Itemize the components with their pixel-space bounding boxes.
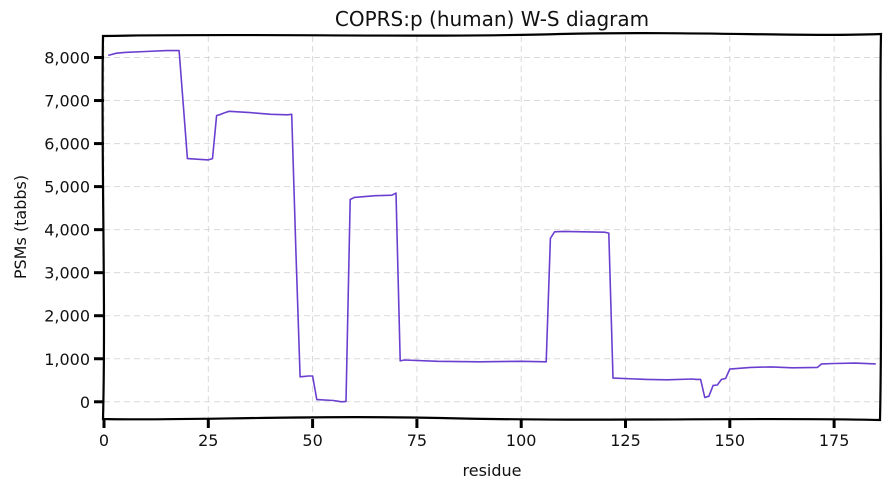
x-tick-label: 175 [819,431,850,450]
y-tick-label: 1,000 [44,350,90,369]
y-axis-label: PSMs (tabbs) [11,175,30,279]
y-tick-label: 3,000 [44,264,90,283]
y-tick-label: 5,000 [44,178,90,197]
x-tick-label: 100 [506,431,537,450]
y-tick-label: 8,000 [44,49,90,68]
y-tick-label: 2,000 [44,307,90,326]
x-tick-label: 75 [407,431,427,450]
grid [103,36,880,419]
plot-area [107,49,876,403]
x-tick-label: 125 [610,431,641,450]
y-tick-label: 0 [80,393,90,412]
x-axis-label: residue [463,461,522,480]
y-axis: 0 1,000 2,000 3,000 4,000 5,000 6,000 7,000 8,00… [44,49,104,412]
series-line [107,49,876,403]
y-tick-label: 6,000 [44,135,90,154]
x-tick-label: 150 [715,431,746,450]
y-tick-label: 4,000 [44,221,90,240]
x-axis: 0 25 50 75 100 125 150 175 [99,419,849,450]
x-tick-label: 25 [198,431,218,450]
y-tick-label: 7,000 [44,92,90,111]
x-tick-label: 0 [99,431,109,450]
chart-title: COPRS:p (human) W-S diagram [335,7,649,31]
x-tick-label: 50 [302,431,322,450]
